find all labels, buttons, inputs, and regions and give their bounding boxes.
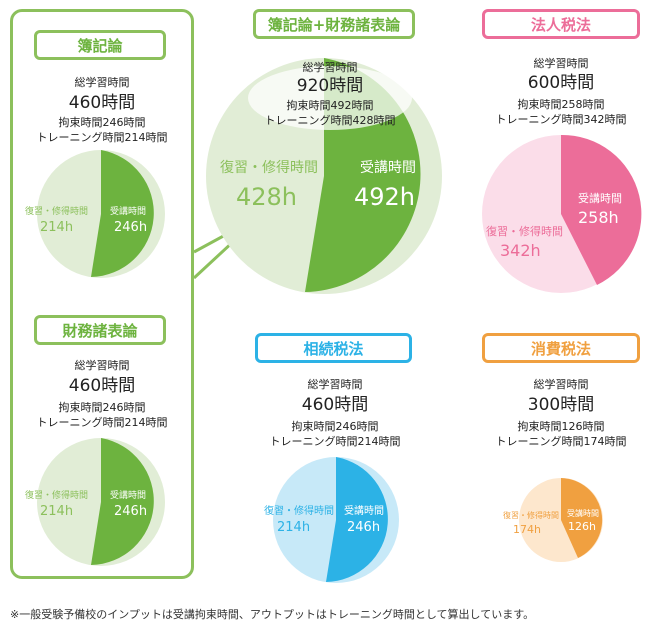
boki-lecture-slice <box>91 150 154 277</box>
zaimu-lecture-value: 246h <box>114 504 148 519</box>
hojin-lecture-label: 受講時間 <box>578 192 622 205</box>
shohi-restraint: 拘束時間126時間 <box>517 420 605 433</box>
combo-review-label: 復習・修得時間 <box>220 160 318 176</box>
combo-total: 920時間 <box>296 76 364 96</box>
shohi-total: 300時間 <box>527 395 595 415</box>
sozoku-review-value: 214h <box>277 520 311 535</box>
boki-restraint: 拘束時間246時間 <box>58 116 146 129</box>
combo-lecture-value: 492h <box>354 183 416 211</box>
combo-title: 簿記論+財務諸表論 <box>253 9 415 39</box>
left-group-frame <box>10 9 194 579</box>
combo-highlight <box>248 66 412 130</box>
shohi-review-label: 復習・修得時間 <box>503 511 559 520</box>
boki-training: トレーニング時間214時間 <box>36 131 168 144</box>
combo-total-label: 総学習時間 <box>302 61 358 74</box>
sozoku-training: トレーニング時間214時間 <box>269 435 401 448</box>
hojin-training: トレーニング時間342時間 <box>495 113 627 126</box>
shohi-lecture-value: 126h <box>568 520 596 533</box>
shohi-title: 消費税法 <box>482 333 640 363</box>
shohi-training: トレーニング時間174時間 <box>495 435 627 448</box>
sozoku-lecture-label: 受講時間 <box>344 506 384 517</box>
hojin-lecture-slice <box>561 134 642 285</box>
zaimu-title: 財務諸表論 <box>34 315 166 345</box>
sozoku-total: 460時間 <box>301 395 369 415</box>
zaimu-training: トレーニング時間214時間 <box>36 416 168 429</box>
boki-lecture-value: 246h <box>114 220 148 235</box>
zaimu-total: 460時間 <box>68 376 136 396</box>
shohi-total-label: 総学習時間 <box>533 378 589 391</box>
sozoku-total-label: 総学習時間 <box>307 378 363 391</box>
sozoku-restraint: 拘束時間246時間 <box>291 420 379 433</box>
shohi-lecture-slice <box>561 478 603 558</box>
hojin-total: 600時間 <box>527 73 595 93</box>
boki-review-value: 214h <box>40 220 74 235</box>
zaimu-lecture-slice <box>91 438 154 565</box>
boki-title: 簿記論 <box>34 30 166 60</box>
zaimu-review-value: 214h <box>40 504 74 519</box>
combo-training: トレーニング時間428時間 <box>264 114 396 127</box>
combo-review-value: 428h <box>236 183 298 211</box>
sozoku-lecture-slice <box>326 457 388 582</box>
sozoku-title: 相続税法 <box>255 333 412 363</box>
sozoku-review-label: 復習・修得時間 <box>264 506 334 517</box>
boki-review-label: 復習・修得時間 <box>25 207 89 217</box>
zaimu-total-label: 総学習時間 <box>74 359 130 372</box>
shohi-lecture-label: 受講時間 <box>567 509 599 518</box>
hojin-title: 法人税法 <box>482 9 640 39</box>
hojin-restraint: 拘束時間258時間 <box>517 98 605 111</box>
footnote: ※一般受験予備校のインプットは受講拘束時間、アウトプットはトレーニング時間として… <box>10 608 535 621</box>
sozoku-lecture-value: 246h <box>347 520 381 535</box>
zaimu-lecture-label: 受講時間 <box>110 491 147 501</box>
boki-total: 460時間 <box>68 93 136 113</box>
combo-restraint: 拘束時間492時間 <box>286 99 374 112</box>
hojin-review-value: 342h <box>500 241 541 260</box>
zaimu-review-label: 復習・修得時間 <box>25 491 89 501</box>
hojin-review-label: 復習・修得時間 <box>486 225 563 238</box>
zaimu-restraint: 拘束時間246時間 <box>58 401 146 414</box>
combo-lecture-label: 受講時間 <box>360 160 416 176</box>
boki-lecture-label: 受講時間 <box>110 207 147 217</box>
hojin-total-label: 総学習時間 <box>533 57 589 70</box>
shohi-review-value: 174h <box>513 523 541 536</box>
hojin-lecture-value: 258h <box>578 208 619 227</box>
boki-total-label: 総学習時間 <box>74 76 130 89</box>
